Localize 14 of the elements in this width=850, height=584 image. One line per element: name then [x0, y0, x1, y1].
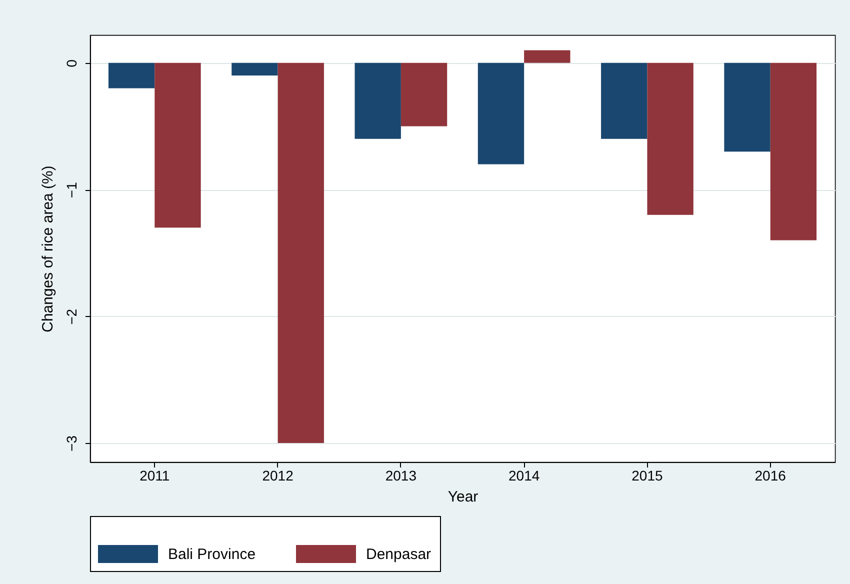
legend-label: Bali Province — [168, 546, 256, 563]
y-tick-label: 0 — [64, 59, 80, 68]
x-tick-label: 2015 — [632, 468, 663, 484]
y-axis-title: Changes of rice area (%) — [40, 166, 56, 332]
y-tick-label: −2 — [64, 308, 80, 325]
x-tick-label: 2014 — [508, 468, 540, 484]
x-axis-title: Year — [448, 488, 478, 506]
y-tick-label: −3 — [64, 435, 80, 452]
x-tick-label: 2012 — [262, 468, 294, 484]
x-tick-label: 2016 — [754, 468, 786, 484]
x-tick-label: 2011 — [140, 468, 170, 484]
legend-label: Denpasar — [366, 546, 432, 563]
y-tick-label: −1 — [64, 182, 80, 198]
x-tick-label: 2013 — [385, 468, 417, 484]
